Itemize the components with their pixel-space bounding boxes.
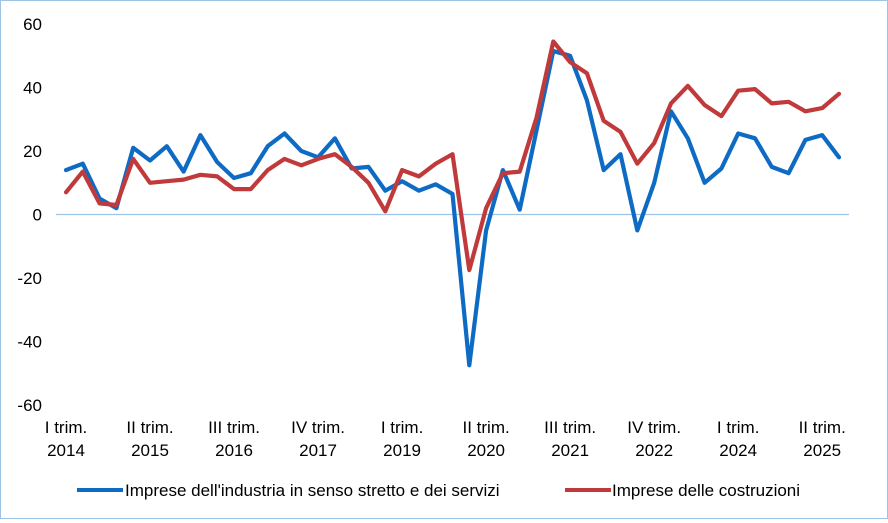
x-tick-label-year: 2022 xyxy=(635,441,673,460)
x-tick-label-year: 2014 xyxy=(47,441,85,460)
legend-label-costruzioni: Imprese delle costruzioni xyxy=(612,481,800,500)
x-tick-label-period: IV trim. xyxy=(291,418,345,437)
y-tick-label: 20 xyxy=(23,142,42,161)
x-tick-label-year: 2020 xyxy=(467,441,505,460)
x-tick-label-year: 2016 xyxy=(215,441,253,460)
x-tick-label-period: II trim. xyxy=(799,418,846,437)
series-layer xyxy=(63,39,842,368)
y-tick-label: -20 xyxy=(17,269,42,288)
x-tick-label-period: III trim. xyxy=(208,418,260,437)
legend: Imprese dell'industria in senso stretto … xyxy=(77,481,800,500)
x-tick-label-year: 2024 xyxy=(719,441,757,460)
x-tick-label-period: II trim. xyxy=(462,418,509,437)
y-tick-label: 60 xyxy=(23,15,42,34)
x-tick-label-period: I trim. xyxy=(717,418,760,437)
legend-label-industria: Imprese dell'industria in senso stretto … xyxy=(125,481,500,500)
x-tick-label-year: 2017 xyxy=(299,441,337,460)
y-tick-label: -40 xyxy=(17,333,42,352)
series-line-industria xyxy=(63,48,842,368)
x-axis: I trim. 2014 II trim. 2015 III trim. 2016 IV t… xyxy=(45,213,849,460)
y-tick-label: -60 xyxy=(17,396,42,415)
x-tick-label-year: 2021 xyxy=(551,441,589,460)
x-tick-label-period: I trim. xyxy=(45,418,88,437)
y-tick-label: 40 xyxy=(23,79,42,98)
x-tick-label-year: 2025 xyxy=(803,441,841,460)
x-tick-label-period: I trim. xyxy=(381,418,424,437)
x-tick-label-year: 2015 xyxy=(131,441,169,460)
x-tick-label-period: IV trim. xyxy=(627,418,681,437)
y-axis: -60 -40 -20 0 20 40 60 xyxy=(17,15,42,415)
x-tick-label-year: 2019 xyxy=(383,441,421,460)
x-tick-label-period: II trim. xyxy=(126,418,173,437)
y-tick-label: 0 xyxy=(33,206,42,225)
series-line-costruzioni xyxy=(63,39,842,273)
x-tick-label-period: III trim. xyxy=(544,418,596,437)
